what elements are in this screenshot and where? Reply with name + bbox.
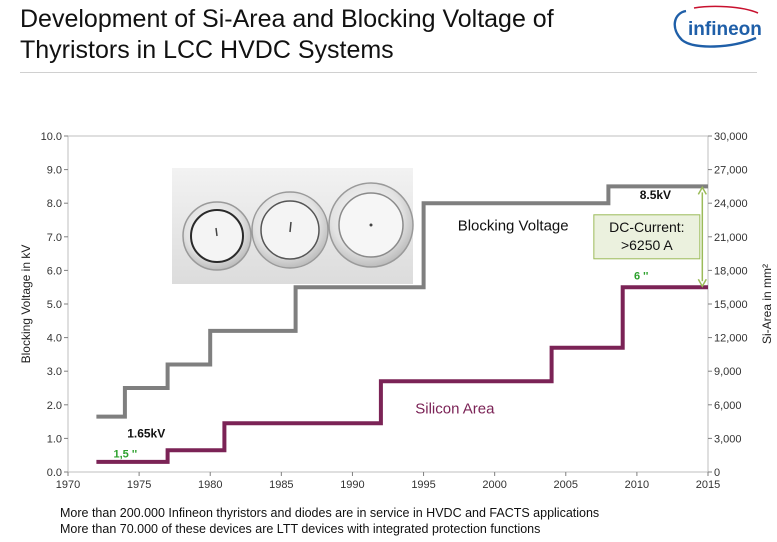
y-right-tick-label: 12,000 <box>714 333 748 345</box>
y-left-tick-label: 3.0 <box>47 366 62 378</box>
label-1-65kv: 1.65kV <box>127 427 165 441</box>
y-left-tick-label: 1.0 <box>47 433 62 445</box>
y-right-tick-label: 15,000 <box>714 299 748 311</box>
footer-notes: More than 200.000 Infineon thyristors an… <box>60 505 599 537</box>
y-right-tick-label: 0 <box>714 467 720 479</box>
footer-note-2: More than 70.000 of these devices are LT… <box>60 522 541 536</box>
thyristor-photo <box>172 168 414 284</box>
logo-swoosh-icon <box>673 9 757 48</box>
label-8-5kv: 8.5kV <box>640 188 671 202</box>
x-tick-label: 1980 <box>198 479 222 491</box>
label-1-5-inch: 1,5 '' <box>114 448 138 460</box>
dc-current-callout-line: DC-Current: <box>609 219 684 235</box>
x-tick-label: 1990 <box>340 479 364 491</box>
dc-current-callout <box>593 214 701 260</box>
y-left-tick-label: 8.0 <box>47 198 62 210</box>
y-left-tick-label: 10.0 <box>41 131 62 143</box>
y-left-tick-label: 0.0 <box>47 467 62 479</box>
slide-title-line-2: Thyristors in LCC HVDC Systems <box>20 36 394 64</box>
y-left-tick-label: 9.0 <box>47 165 62 177</box>
dc-current-callout-line: >6250 A <box>621 237 673 253</box>
y-right-tick-label: 30,000 <box>714 131 748 143</box>
y-left-tick-label: 5.0 <box>47 299 62 311</box>
y-right-tick-label: 27,000 <box>714 165 748 177</box>
x-tick-label: 2000 <box>482 479 506 491</box>
thyristor-disc-small <box>182 201 252 271</box>
y-left-axis-title: Blocking Voltage in kV <box>19 245 33 364</box>
y-left-tick-label: 7.0 <box>47 232 62 244</box>
x-tick-label: 1970 <box>56 479 80 491</box>
y-left-tick-label: 2.0 <box>47 400 62 412</box>
thyristor-disc-medium <box>251 191 329 269</box>
y-right-axis-title: Si-Area in mm² <box>760 264 774 344</box>
y-left-tick-label: 6.0 <box>47 265 62 277</box>
blocking-voltage-series-label: Blocking Voltage <box>458 217 569 234</box>
slide-title: Development of Si-Area and Blocking Volt… <box>20 4 660 66</box>
title-divider <box>20 72 757 73</box>
x-tick-label: 2015 <box>696 479 720 491</box>
y-right-tick-label: 18,000 <box>714 265 748 277</box>
blocking-voltage-line <box>96 184 708 419</box>
y-right-tick-label: 21,000 <box>714 232 748 244</box>
footer-note-1: More than 200.000 Infineon thyristors an… <box>60 506 600 520</box>
slide-title-line-1: Development of Si-Area and Blocking Volt… <box>20 5 554 33</box>
x-tick-label: 2010 <box>625 479 649 491</box>
arrow-head-down-icon <box>697 278 707 288</box>
label-6-inch: 6 '' <box>634 270 649 282</box>
y-right-tick-label: 24,000 <box>714 198 748 210</box>
arrow-head-up-icon <box>697 185 707 195</box>
silicon-area-line <box>96 285 708 464</box>
x-tick-label: 1995 <box>411 479 435 491</box>
logo-swoosh-icon-top <box>693 5 759 14</box>
x-tick-label: 1975 <box>127 479 151 491</box>
thyristor-disc-large <box>328 182 414 268</box>
x-tick-label: 1985 <box>269 479 293 491</box>
y-right-tick-label: 6,000 <box>714 400 742 412</box>
silicon-area-series-label: Silicon Area <box>415 400 495 417</box>
x-tick-label: 2005 <box>554 479 578 491</box>
y-right-tick-label: 3,000 <box>714 433 742 445</box>
y-left-tick-label: 4.0 <box>47 333 62 345</box>
infineon-logo: infineon <box>673 5 762 48</box>
logo-text: infineon <box>688 19 762 40</box>
y-right-tick-label: 9,000 <box>714 366 742 378</box>
